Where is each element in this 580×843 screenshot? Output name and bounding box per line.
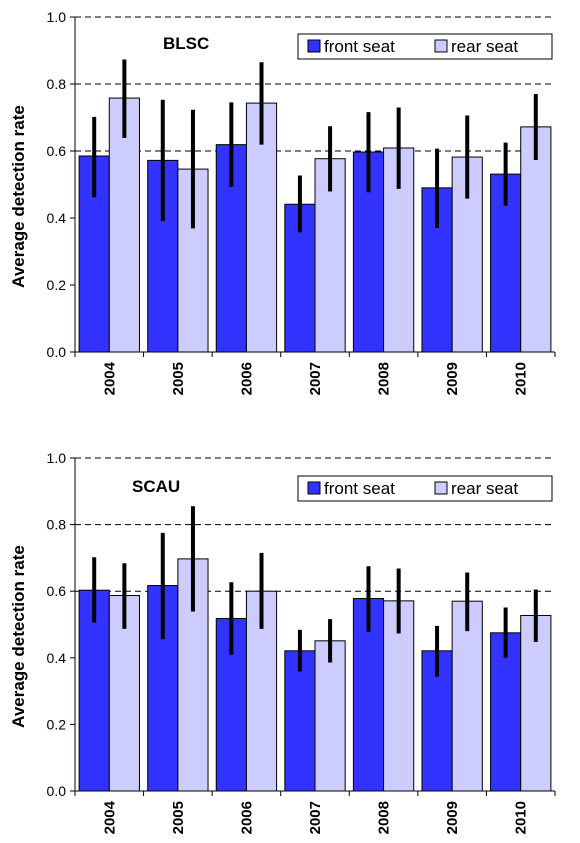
x-tick-label: 2008: [376, 362, 393, 395]
x-tick-label: 2004: [101, 361, 118, 395]
y-tick-label: 0.8: [47, 517, 67, 533]
y-axis-label: Average detection rate: [9, 105, 28, 288]
legend-swatch-rear-seat: [434, 481, 448, 495]
legend-label-rear-seat: rear seat: [451, 479, 518, 498]
legend-swatch-front-seat: [307, 481, 321, 495]
legend-box: [297, 475, 553, 502]
legend-swatch-front-seat: [307, 39, 321, 53]
y-tick-label: 0.6: [47, 583, 67, 599]
bar-front-seat-2007: [284, 650, 316, 792]
x-tick-label: 2009: [444, 362, 461, 395]
y-tick-label: 1.0: [47, 450, 67, 466]
x-tick-label: 2005: [170, 362, 187, 395]
x-tick-label: 2010: [513, 801, 530, 834]
chart-title: BLSC: [163, 34, 209, 53]
legend-swatch-rear-seat: [434, 39, 448, 53]
x-tick-label: 2006: [238, 362, 255, 395]
y-tick-label: 1.0: [47, 9, 67, 25]
x-tick-label: 2006: [238, 801, 255, 834]
scau-chart: 0.0 0.2 0.4 0.6 0.8 1.0 2004 2005 2006 2007 2008 20…: [9, 450, 556, 834]
bar-rear-seat-2010: [520, 615, 552, 792]
x-tick-label: 2007: [307, 362, 324, 395]
x-tick-label: 2005: [170, 801, 187, 834]
legend-label-front-seat: front seat: [324, 37, 395, 56]
x-tick-label: 2008: [376, 801, 393, 834]
y-tick-label: 0.0: [47, 344, 67, 360]
y-tick-label: 0.4: [47, 210, 67, 226]
blsc-chart: 0.0 0.2 0.4 0.6 0.8 1.0 2004 2005 2006 2007 2008 20…: [9, 9, 556, 395]
bar-rear-seat-2010: [520, 126, 552, 353]
x-tick-label: 2007: [307, 801, 324, 834]
y-axis-label: Average detection rate: [9, 545, 28, 728]
bar-rear-seat-2004: [108, 97, 140, 353]
y-tick-label: 0.6: [47, 143, 67, 159]
y-tick-label: 0.4: [47, 650, 67, 666]
chart-title: SCAU: [132, 477, 180, 496]
bar-rear-seat-2007: [314, 640, 346, 792]
x-tick-label: 2010: [513, 362, 530, 395]
x-tick-label: 2004: [101, 800, 118, 834]
y-tick-label: 0.2: [47, 277, 67, 293]
legend-label-front-seat: front seat: [324, 479, 395, 498]
legend-label-rear-seat: rear seat: [451, 37, 518, 56]
legend-box: [297, 33, 553, 60]
y-tick-label: 0.2: [47, 716, 67, 732]
y-tick-label: 0.0: [47, 783, 67, 799]
x-tick-label: 2009: [444, 801, 461, 834]
bar-rear-seat-2009: [451, 600, 483, 792]
y-tick-label: 0.8: [47, 76, 67, 92]
